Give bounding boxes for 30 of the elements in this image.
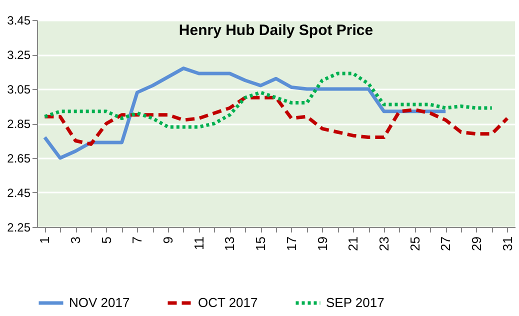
x-tick-label: 29 bbox=[468, 236, 484, 251]
x-tick-label: 7 bbox=[130, 236, 145, 244]
x-tick-label: 31 bbox=[500, 236, 515, 251]
line-series bbox=[42, 72, 494, 129]
x-tick-label: 1 bbox=[37, 236, 52, 244]
x-tick-label: 5 bbox=[98, 236, 114, 244]
y-tick-label: 2.65 bbox=[7, 152, 31, 166]
y-tick-label: 3.45 bbox=[7, 14, 31, 28]
line-series bbox=[42, 96, 510, 146]
x-tick-label: 25 bbox=[407, 236, 422, 251]
legend-label: OCT 2017 bbox=[198, 295, 258, 310]
x-tick-label: 13 bbox=[222, 236, 238, 251]
line-series bbox=[42, 66, 448, 160]
x-tick-label: 23 bbox=[376, 236, 392, 251]
x-tick-label: 27 bbox=[438, 236, 454, 251]
x-tick-label: 9 bbox=[160, 236, 176, 244]
y-tick-label: 2.25 bbox=[7, 220, 31, 234]
y-tick-label: 3.05 bbox=[7, 82, 31, 96]
legend-label: NOV 2017 bbox=[69, 295, 130, 310]
x-tick-label: 17 bbox=[284, 236, 299, 251]
x-tick-label: 3 bbox=[68, 236, 84, 244]
y-tick-label: 2.85 bbox=[7, 117, 31, 131]
legend-label: SEP 2017 bbox=[326, 295, 384, 310]
chart-title: Henry Hub Daily Spot Price bbox=[178, 22, 374, 39]
x-tick-label: 19 bbox=[314, 236, 330, 251]
x-tick-label: 21 bbox=[346, 236, 361, 251]
y-tick-label: 2.45 bbox=[7, 186, 31, 200]
x-tick-label: 11 bbox=[191, 236, 206, 250]
x-tick-label: 15 bbox=[253, 236, 268, 251]
y-tick-label: 3.25 bbox=[7, 48, 31, 62]
